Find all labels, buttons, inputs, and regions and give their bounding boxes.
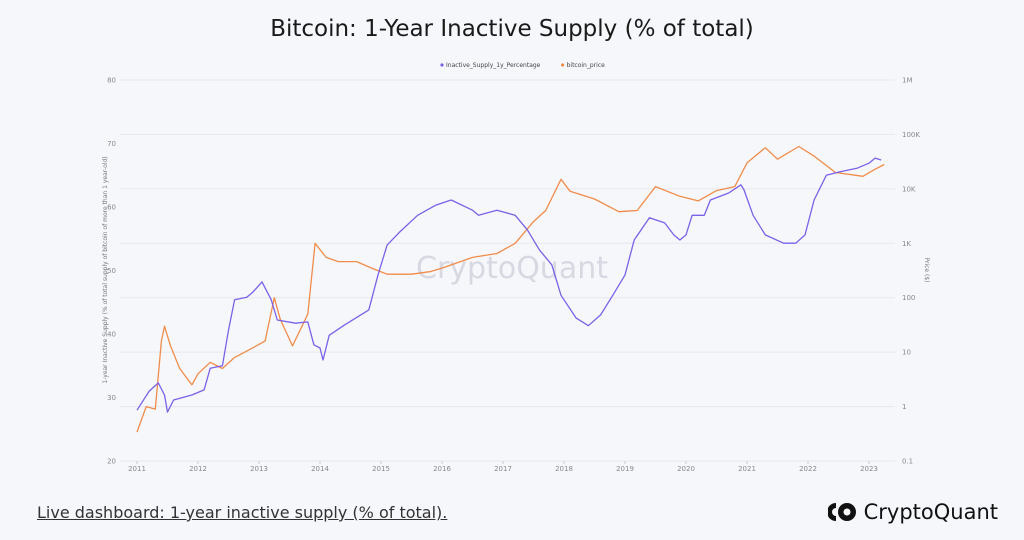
y-tick-label: 30 <box>107 394 116 402</box>
series-line-bitcoin_price <box>136 145 885 433</box>
y-tick-label: 80 <box>107 77 116 85</box>
y2-tick-label: 1M <box>902 77 913 85</box>
y2-tick-label: 100 <box>902 294 915 302</box>
legend-marker <box>561 63 565 67</box>
x-tick-label: 2021 <box>738 465 756 473</box>
y-tick-label: 20 <box>107 458 116 466</box>
y2-tick-label: 0.1 <box>902 458 913 466</box>
brand-name: CryptoQuant <box>863 500 998 524</box>
chart-title: Bitcoin: 1-Year Inactive Supply (% of to… <box>270 16 754 42</box>
y2-tick-label: 1K <box>902 240 911 248</box>
legend-label: Inactive_Supply_1y_Percentage <box>446 62 541 69</box>
legend-marker <box>440 63 444 67</box>
live-dashboard-link[interactable]: Live dashboard: 1-year inactive supply (… <box>37 503 448 522</box>
y-tick-label: 40 <box>107 331 116 339</box>
y2-tick-label: 1 <box>902 403 906 411</box>
x-tick-label: 2018 <box>555 465 573 473</box>
y2-tick-label: 10 <box>902 349 911 357</box>
cryptoquant-logo-icon <box>827 503 856 521</box>
y2-tick-label: 100K <box>902 131 920 139</box>
x-tick-label: 2020 <box>677 465 695 473</box>
x-tick-label: 2019 <box>616 465 634 473</box>
series-line-Inactive_Supply_1y_Percentage <box>136 157 882 413</box>
y-tick-label: 70 <box>107 140 116 148</box>
x-tick-label: 2013 <box>250 465 268 473</box>
x-tick-label: 2016 <box>433 465 451 473</box>
x-tick-label: 2011 <box>128 465 146 473</box>
y-tick-label: 60 <box>107 204 116 212</box>
x-tick-label: 2014 <box>311 465 329 473</box>
x-tick-label: 2022 <box>799 465 817 473</box>
x-tick-label: 2012 <box>189 465 207 473</box>
cryptoquant-logo: CryptoQuant <box>827 500 998 524</box>
x-tick-label: 2017 <box>494 465 512 473</box>
watermark: CryptoQuant <box>416 251 608 286</box>
y2-axis-label: Price ($) <box>923 257 930 282</box>
y2-tick-label: 10K <box>902 185 916 193</box>
y-axis-label: 1-year Inactive Supply (% of total suppl… <box>102 156 109 383</box>
x-tick-label: 2023 <box>860 465 878 473</box>
y-tick-label: 50 <box>107 267 116 275</box>
legend-label: bitcoin_price <box>567 62 606 69</box>
x-tick-label: 2015 <box>372 465 390 473</box>
